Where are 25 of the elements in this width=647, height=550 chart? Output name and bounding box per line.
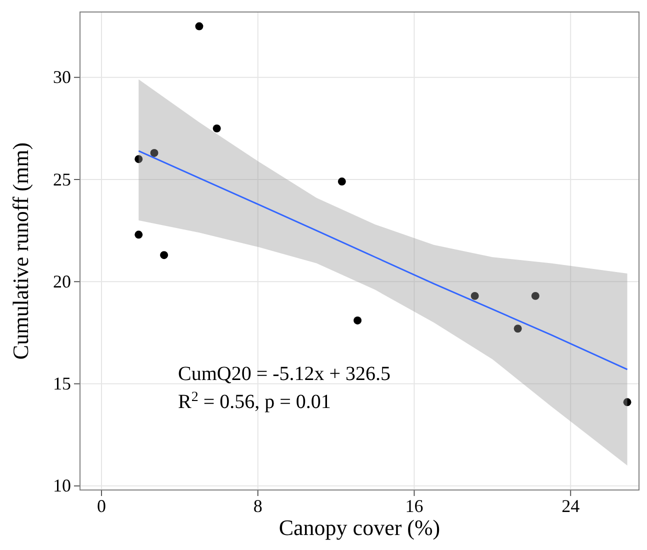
point — [531, 292, 540, 300]
x-tick-label: 0 — [97, 496, 106, 516]
point — [212, 124, 221, 132]
point — [160, 251, 168, 260]
x-tick-label: 8 — [253, 496, 262, 516]
x-axis-title: Canopy cover (%) — [278, 515, 440, 540]
y-tick-label: 20 — [53, 271, 71, 292]
point — [195, 22, 204, 30]
x-tick-label: 16 — [405, 496, 424, 516]
y-tick-label: 10 — [53, 476, 71, 496]
y-tick-label: 30 — [53, 67, 71, 88]
point — [134, 230, 143, 239]
annotation: CumQ20 = -5.12x + 326.5 — [178, 363, 391, 385]
point — [354, 316, 362, 324]
annotation: R$^{2}$ = 0.56, p = 0.01 — [178, 390, 331, 413]
y-tick-label: 25 — [53, 169, 71, 190]
point — [623, 398, 632, 406]
point — [338, 178, 346, 186]
point — [150, 148, 158, 157]
point — [514, 324, 522, 333]
point — [470, 292, 479, 300]
point — [134, 155, 143, 164]
x-tick-label: 24 — [562, 496, 580, 516]
y-tick-label: 15 — [53, 374, 71, 394]
y-axis-title: Cumulative runoff (mm) — [8, 142, 33, 360]
